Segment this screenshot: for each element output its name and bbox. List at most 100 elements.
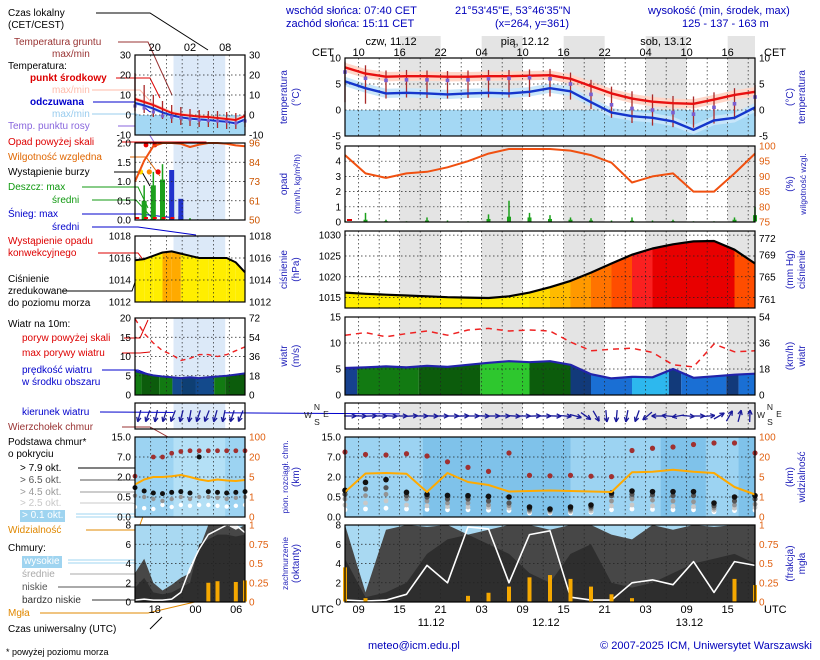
tick-label: 0.0 [117,513,131,524]
tick-label: 0.5 [327,493,341,504]
tick-label: 1014 [109,276,132,287]
legend-item-4: Temperatura: [8,61,67,72]
tick-label: 0.75 [249,540,269,551]
hour-label-top: 16 [558,47,570,59]
tz-label: UTC [764,604,787,616]
tick-label: 0 [759,513,765,524]
footer-note: * powyżej poziomu morza [6,647,109,657]
tick-label: 8 [335,521,341,532]
copyright: © 2007-2025 ICM, Uniwersytet Warszawski [600,640,812,652]
date-label: 13.12 [676,617,704,629]
date-label: 11.12 [418,617,445,629]
tick-label: 1020 [319,272,342,283]
tick-label: 15 [330,313,342,324]
legend-item-26: w środku obszaru [22,377,101,388]
hour-label-utc: 15 [722,604,734,616]
legend-item-24: max porywy wiatru [22,348,105,359]
hour-label-top: 10 [353,47,365,59]
legend-item-3: max/min [52,49,90,60]
tick-label: 20 [249,71,261,82]
tick-label: 7.0 [117,453,131,464]
legend-item-23: poryw powyżej skali [22,333,111,344]
tick-label: 5 [759,473,765,484]
hour-label-utc: 15 [394,604,406,616]
hour-label-top: 04 [476,47,488,59]
tick-label: 2.0 [327,473,341,484]
legend-item-40: niskie [22,582,48,593]
tick-label: 20 [120,314,132,325]
tick-label: 1030 [319,231,342,242]
tick-label: 2 [335,578,341,589]
legend-item-21: do poziomu morza [8,298,91,309]
altitude-values: 125 - 137 - 163 m [682,18,769,30]
tick-label: 2 [125,578,131,589]
tick-label: 0.0 [117,216,131,227]
tick-label: 1.5 [117,158,131,169]
tick-label: 0.5 [117,196,131,207]
legend-item-42: Mgła [8,608,30,619]
tick-label: 10 [759,54,771,65]
tick-label: 10 [330,54,342,65]
compass-s: S [314,417,320,427]
tick-label: 765 [759,273,776,284]
tick-label: 0 [759,391,765,402]
tick-label: 0 [125,598,131,609]
legend-item-27: kierunek wiatru [22,407,90,418]
tick-label: 0 [335,391,341,402]
legend-item-32: > 6.5 okt. [20,475,62,486]
tick-label: 1 [335,202,341,213]
tick-label: 0.5 [759,559,773,570]
date-label: 12.12 [532,617,560,629]
tick-label: 4 [125,559,131,570]
tick-label: 10 [330,339,342,350]
tick-label: 84 [249,158,261,169]
tick-label: 100 [759,433,776,444]
hour-label-top: 10 [681,47,693,59]
hour-label-top: 16 [394,47,406,59]
tick-label: 5 [249,473,255,484]
legend-item-31: > 7.9 okt. [20,463,62,474]
compass-w: W [757,410,765,420]
legend-item-16: średni [52,222,80,233]
mini-hour-top: 20 [149,42,161,54]
tick-label: 772 [759,234,776,245]
tick-label: 73 [249,177,261,188]
tick-label: 1018 [109,232,132,243]
tick-label: 2 [335,187,341,198]
legend-item-20: zredukowane [8,286,68,297]
tick-label: 5 [125,371,131,382]
legend-item-33: > 4.5 okt. [20,487,62,498]
tick-label: -10 [117,131,132,142]
legend-item-43: Czas uniwersalny (UTC) [8,624,117,635]
tick-label: 18 [759,365,771,376]
tick-label: 36 [249,352,261,363]
tick-label: 80 [759,202,771,213]
tick-label: 0.5 [249,559,263,570]
contact-email-link[interactable]: meteo@icm.edu.pl [368,640,460,652]
tick-label: 2.0 [117,139,131,150]
legend-item-22: Wiatr na 10m: [8,319,71,330]
legend-item-13: Deszcz: max [8,182,66,193]
mini-hour-top: 08 [219,42,231,54]
tick-label: 75 [759,218,771,229]
tick-label: 769 [759,250,776,261]
tick-label: 20 [249,453,261,464]
tick-label: 5 [335,80,341,91]
tick-label: 5 [759,80,765,91]
tick-label: 100 [249,433,266,444]
tick-label: 36 [759,339,771,350]
hour-label-utc: 21 [435,604,447,616]
tz-label: UTC [311,604,334,616]
tick-label: 3 [335,172,341,183]
legend-item-0: Czas lokalny [8,8,65,19]
tick-label: 761 [759,295,776,306]
tick-label: 1 [249,521,255,532]
tick-label: 1.0 [117,177,131,188]
tick-label: 1018 [249,232,272,243]
hour-label-top: 10 [517,47,529,59]
tick-label: 15 [120,333,132,344]
legend-item-29: Podstawa chmur* [8,437,87,448]
sunrise-label: wschód słońca: 07:40 CET [286,5,417,17]
